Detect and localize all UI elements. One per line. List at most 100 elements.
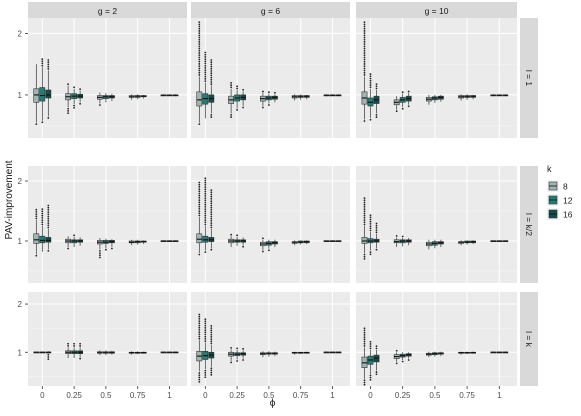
outlier-point [210, 189, 213, 192]
outlier-point [369, 340, 372, 343]
outlier-point [369, 86, 372, 89]
outlier-point [198, 56, 201, 59]
outlier-point [363, 30, 366, 32]
x-tick-label: 0 [368, 391, 373, 400]
outlier-point [198, 45, 201, 48]
outlier-point [198, 335, 201, 338]
outlier-point [47, 222, 50, 225]
outlier-point [274, 91, 276, 94]
outlier-point [204, 210, 207, 213]
outlier-point [198, 326, 201, 329]
outlier-point [198, 38, 201, 41]
outlier-point [47, 61, 50, 64]
outlier-point [198, 329, 201, 331]
outlier-point [204, 374, 207, 376]
outlier-point [369, 374, 372, 377]
x-tick-label: 0 [40, 391, 45, 400]
outlier-point [363, 338, 366, 341]
outlier-point [375, 87, 378, 90]
outlier-point [375, 248, 378, 251]
outlier-point [210, 226, 213, 229]
x-tick-label: 0 [203, 391, 208, 400]
box-body [361, 237, 368, 244]
outlier-point [198, 333, 201, 336]
facet-strip-right [520, 292, 538, 386]
outlier-point [67, 110, 70, 112]
outlier-point [210, 248, 213, 251]
outlier-point [198, 65, 201, 68]
outlier-point [47, 217, 50, 220]
outlier-point [363, 255, 366, 258]
outlier-point [204, 201, 207, 204]
outlier-point [111, 247, 113, 250]
outlier-point [210, 70, 213, 72]
outlier-point [204, 60, 207, 63]
outlier-point [198, 315, 201, 318]
outlier-point [204, 376, 207, 379]
outlier-point [204, 186, 207, 189]
outlier-point [204, 53, 207, 56]
x-tick-label: 0.75 [459, 391, 475, 400]
outlier-point [363, 197, 366, 200]
outlier-point [230, 361, 233, 364]
x-tick-label: 0.5 [263, 391, 275, 400]
outlier-point [363, 206, 366, 208]
outlier-point [79, 88, 82, 91]
panel-background [356, 292, 517, 386]
outlier-point [35, 123, 38, 126]
legend-title: k [547, 164, 552, 174]
outlier-point [375, 345, 378, 348]
outlier-point [79, 342, 82, 345]
outlier-point [369, 216, 372, 219]
outlier-point [369, 378, 372, 381]
outlier-point [369, 75, 372, 78]
outlier-point [47, 220, 50, 222]
y-axis-title: PAV-improvement [4, 160, 15, 239]
outlier-point [99, 250, 101, 252]
outlier-point [35, 215, 38, 218]
outlier-point [198, 21, 201, 24]
outlier-point [210, 327, 213, 330]
outlier-point [35, 217, 38, 220]
outlier-point [99, 254, 101, 257]
outlier-point [198, 181, 201, 184]
outlier-point [363, 67, 366, 70]
outlier-point [262, 106, 264, 109]
legend-label: 8 [563, 182, 568, 192]
outlier-point [363, 69, 366, 72]
outlier-point [35, 211, 38, 213]
outlier-point [369, 214, 372, 217]
outlier-point [375, 371, 378, 373]
outlier-point [198, 214, 201, 217]
outlier-point [204, 181, 207, 184]
outlier-point [204, 80, 207, 83]
outlier-point [363, 71, 366, 74]
outlier-point [369, 73, 372, 75]
outlier-point [73, 106, 76, 109]
outlier-point [47, 358, 50, 361]
outlier-point [210, 83, 213, 86]
outlier-point [230, 346, 233, 349]
outlier-point [35, 208, 38, 211]
outlier-point [395, 110, 398, 113]
outlier-point [198, 320, 201, 323]
outlier-point [204, 338, 207, 340]
outlier-point [369, 345, 372, 348]
outlier-point [375, 83, 378, 85]
outlier-point [230, 81, 233, 84]
outlier-point [230, 84, 233, 86]
outlier-point [236, 109, 239, 111]
outlier-point [363, 54, 366, 57]
outlier-point [204, 371, 207, 374]
outlier-point [401, 235, 404, 238]
outlier-point [363, 345, 366, 347]
facet-strip-right [520, 18, 538, 138]
outlier-point [363, 25, 366, 28]
outlier-point [47, 356, 50, 358]
outlier-point [204, 329, 207, 332]
outlier-point [401, 360, 404, 363]
box-body [33, 88, 40, 103]
outlier-point [204, 203, 207, 206]
outlier-point [41, 58, 44, 61]
outlier-point [204, 333, 207, 336]
